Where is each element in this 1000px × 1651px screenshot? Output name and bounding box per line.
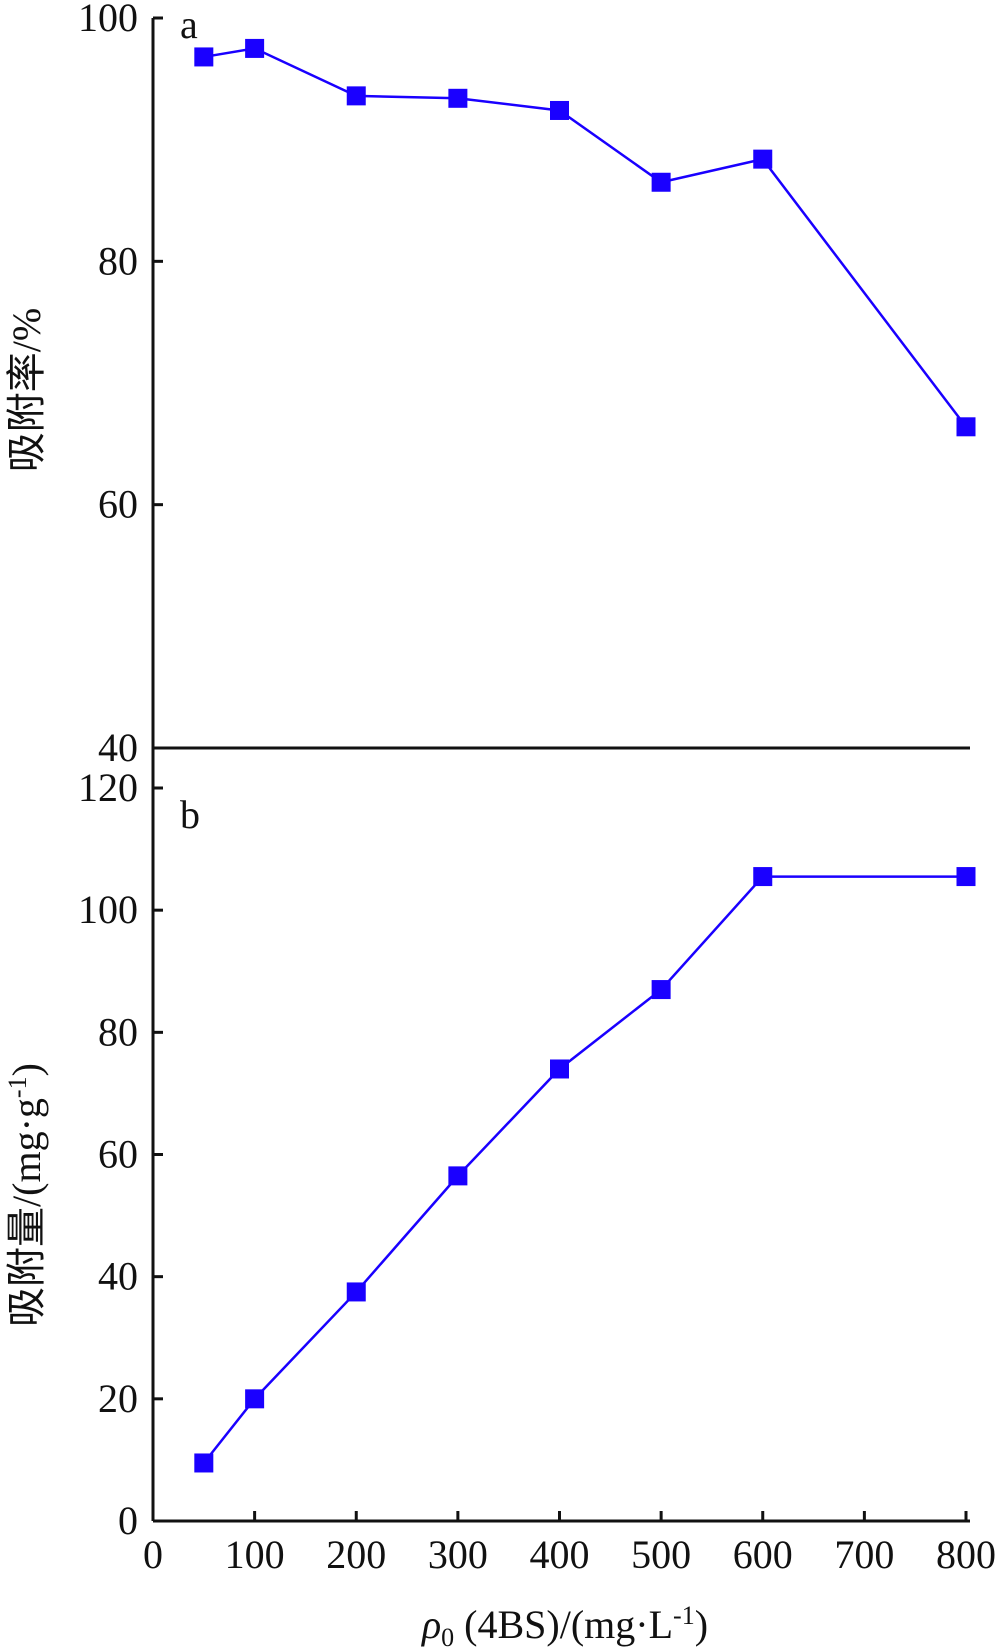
panel-label-b: b xyxy=(180,792,200,837)
series-b-point xyxy=(346,1282,366,1302)
x-tick-label: 100 xyxy=(225,1532,285,1577)
y-b-tick-label: 20 xyxy=(98,1376,138,1421)
x-axis-label-close: ) xyxy=(695,1602,708,1647)
y-axis-label-b-main: 吸附量/(mg·g xyxy=(4,1098,49,1327)
y-a-tick-label: 80 xyxy=(98,238,138,283)
series-a-point xyxy=(346,86,366,106)
series-b-point xyxy=(245,1389,265,1409)
y-b-tick-label: 0 xyxy=(118,1498,138,1543)
series-b-point xyxy=(956,867,976,887)
series-b-point xyxy=(448,1166,468,1186)
series-a-point xyxy=(194,47,214,67)
series-a-point xyxy=(245,38,265,58)
x-tick-label: 600 xyxy=(733,1532,793,1577)
y-b-tick-label: 40 xyxy=(98,1254,138,1299)
series-a-point xyxy=(448,88,468,108)
y-axis-label-b-sup: -1 xyxy=(3,1076,32,1098)
y-a-tick-label: 100 xyxy=(78,0,138,40)
x-tick-label: 300 xyxy=(428,1532,488,1577)
x-axis-label-main: (4BS)/(mg·L xyxy=(454,1602,673,1647)
series-b xyxy=(194,867,976,1473)
x-ticks-b: 0 100 200 300 400 500 600 700 800 xyxy=(143,1511,996,1577)
x-tick-label: 200 xyxy=(326,1532,386,1577)
series-b-point xyxy=(550,1059,569,1079)
y-ticks-b: 0 20 40 60 80 100 120 xyxy=(78,765,163,1543)
series-b-line xyxy=(202,875,966,1464)
y-b-tick-label: 100 xyxy=(78,887,138,932)
series-b-point xyxy=(651,980,671,1000)
y-b-tick-label: 80 xyxy=(98,1009,138,1054)
x-tick-label: 0 xyxy=(143,1532,163,1577)
x-axis-label-sub: 0 xyxy=(441,1623,454,1651)
series-a-point xyxy=(651,172,671,192)
x-axis-label-sup: -1 xyxy=(673,1601,695,1630)
series-b-point xyxy=(753,867,773,887)
series-a-point xyxy=(550,100,569,120)
y-axis-label-a: 吸附率/% xyxy=(4,308,49,472)
x-axis-label: ρ0 (4BS)/(mg·L-1) xyxy=(420,1601,708,1651)
y-ticks-a: 40 60 80 100 xyxy=(78,0,163,770)
x-tick-label: 800 xyxy=(936,1532,996,1577)
y-axis-label-b: 吸附量/(mg·g-1) xyxy=(3,1063,49,1327)
series-a xyxy=(194,38,976,437)
axes-lines xyxy=(151,18,970,1523)
y-b-tick-label: 60 xyxy=(98,1132,138,1177)
y-axis-label-b-close: ) xyxy=(4,1063,49,1076)
x-tick-label: 700 xyxy=(834,1532,894,1577)
x-tick-label: 500 xyxy=(631,1532,691,1577)
series-b-point xyxy=(194,1453,214,1473)
x-tick-label: 400 xyxy=(530,1532,590,1577)
panel-label-a: a xyxy=(180,2,198,47)
x-axis-label-rho: ρ xyxy=(420,1602,441,1647)
series-a-point xyxy=(956,417,976,437)
y-a-tick-label: 40 xyxy=(98,725,138,770)
series-a-line xyxy=(203,47,967,428)
series-a-point xyxy=(753,149,773,169)
y-b-tick-label: 120 xyxy=(78,765,138,810)
y-a-tick-label: 60 xyxy=(98,482,138,527)
